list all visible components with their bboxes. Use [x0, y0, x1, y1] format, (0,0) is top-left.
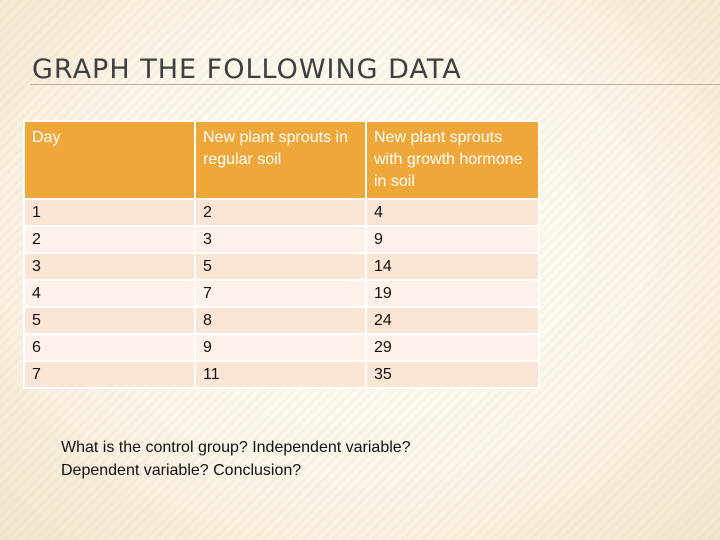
cell-day: 3: [23, 252, 196, 281]
table-row: 4 7 19: [23, 279, 540, 308]
cell-regular-soil: 7: [194, 279, 367, 308]
cell-growth-hormone: 9: [365, 225, 540, 254]
cell-regular-soil: 3: [194, 225, 367, 254]
cell-regular-soil: 9: [194, 333, 367, 362]
header-regular-soil: New plant sprouts in regular soil: [194, 120, 367, 200]
cell-day: 5: [23, 306, 196, 335]
data-table: Day New plant sprouts in regular soil Ne…: [23, 120, 540, 389]
cell-day: 2: [23, 225, 196, 254]
table-header-row: Day New plant sprouts in regular soil Ne…: [23, 120, 540, 200]
cell-day: 1: [23, 198, 196, 227]
table-row: 3 5 14: [23, 252, 540, 281]
data-table-container: Day New plant sprouts in regular soil Ne…: [23, 120, 540, 389]
cell-day: 4: [23, 279, 196, 308]
question-text: What is the control group? Independent v…: [61, 439, 411, 479]
cell-growth-hormone: 29: [365, 333, 540, 362]
header-growth-hormone-soil: New plant sprouts with growth hormone in…: [365, 120, 540, 200]
header-day: Day: [23, 120, 196, 200]
table-row: 2 3 9: [23, 225, 540, 254]
title-underline: [30, 84, 720, 85]
table-row: 5 8 24: [23, 306, 540, 335]
cell-day: 6: [23, 333, 196, 362]
cell-growth-hormone: 35: [365, 360, 540, 389]
slide-title: GRAPH THE FOLLOWING DATA: [32, 54, 462, 85]
cell-growth-hormone: 14: [365, 252, 540, 281]
table-row: 1 2 4: [23, 198, 540, 227]
cell-growth-hormone: 19: [365, 279, 540, 308]
cell-regular-soil: 2: [194, 198, 367, 227]
cell-regular-soil: 11: [194, 360, 367, 389]
table-row: 7 11 35: [23, 360, 540, 389]
cell-day: 7: [23, 360, 196, 389]
table-row: 6 9 29: [23, 333, 540, 362]
cell-regular-soil: 8: [194, 306, 367, 335]
cell-regular-soil: 5: [194, 252, 367, 281]
cell-growth-hormone: 24: [365, 306, 540, 335]
cell-growth-hormone: 4: [365, 198, 540, 227]
